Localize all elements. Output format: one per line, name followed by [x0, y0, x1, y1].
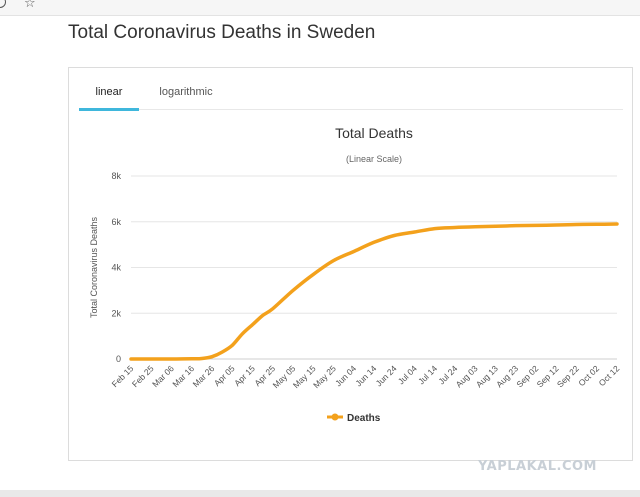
bottom-bar	[0, 490, 640, 497]
y-tick-label: 2k	[111, 308, 121, 318]
tab-linear[interactable]: linear	[79, 82, 139, 111]
x-tick-label: Oct 12	[597, 363, 622, 388]
chart-card: linear logarithmic Total Deaths (Linear S…	[68, 67, 633, 461]
legend-swatch-marker	[331, 413, 339, 421]
legend-label-deaths: Deaths	[347, 413, 381, 424]
x-tick-label: Jun 24	[374, 363, 399, 388]
y-tick-label: 8k	[111, 171, 121, 181]
x-tick-label: Apr 15	[232, 363, 257, 388]
x-tick-label: Jun 04	[333, 363, 358, 388]
x-tick-label: Sep 22	[555, 363, 581, 389]
x-tick-label: Apr 05	[212, 363, 237, 388]
x-tick-label: Jul 04	[396, 363, 419, 386]
scale-tabs: linear logarithmic	[79, 82, 623, 111]
page-title: Total Coronavirus Deaths in Sweden	[68, 22, 376, 43]
info-icon[interactable]	[0, 0, 6, 8]
y-tick-label: 0	[116, 354, 121, 364]
x-tick-label: May 25	[311, 363, 338, 390]
y-tick-label: 4k	[111, 263, 121, 273]
x-tick-label: Mar 26	[191, 363, 217, 389]
x-tick-label: Oct 02	[576, 363, 601, 388]
tab-logarithmic[interactable]: logarithmic	[159, 86, 213, 98]
browser-toolbar: ☆	[0, 0, 640, 16]
chart-title: Total Deaths	[335, 125, 413, 141]
star-icon[interactable]: ☆	[24, 0, 36, 11]
deaths-chart: Total Deaths (Linear Scale) Total Coronavi…	[89, 125, 622, 424]
x-tick-label: Jul 14	[416, 363, 439, 386]
series-line-deaths	[129, 222, 619, 361]
watermark: YAPLAKAL.COM	[478, 459, 597, 474]
y-tick-label: 6k	[111, 217, 121, 227]
x-tick-label: Jun 14	[353, 363, 378, 388]
y-axis-label: Total Coronavirus Deaths	[89, 216, 99, 318]
chart-subtitle: (Linear Scale)	[346, 154, 402, 164]
